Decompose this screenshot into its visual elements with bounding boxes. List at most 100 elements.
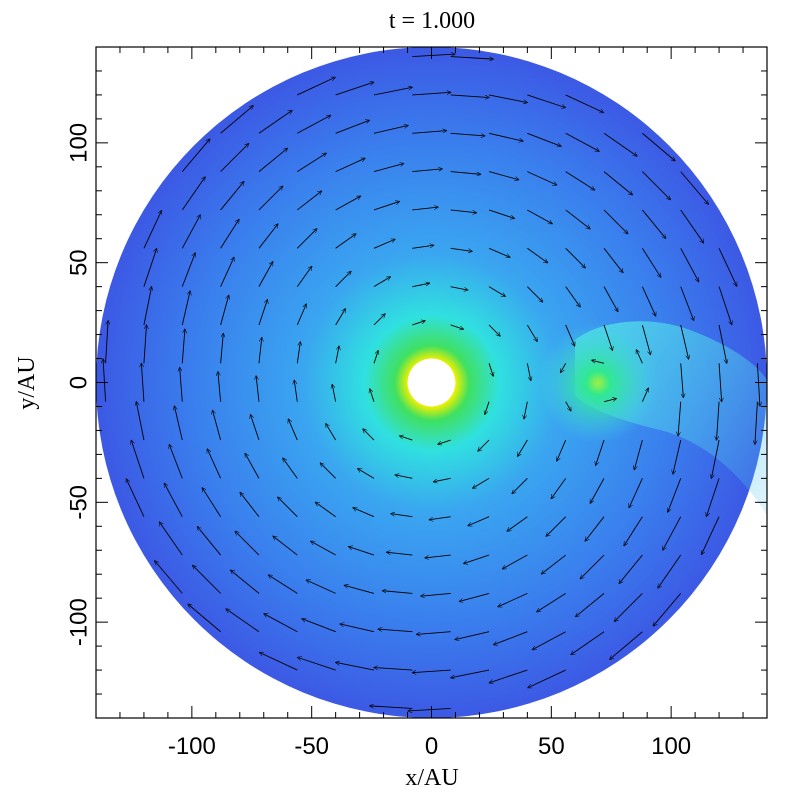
velocity-arrow — [357, 467, 375, 479]
velocity-vector-field — [103, 54, 760, 711]
y-axis-label: y/AU — [14, 356, 40, 409]
velocity-arrow — [680, 171, 709, 205]
velocity-arrow — [629, 478, 643, 508]
velocity-arrow — [706, 478, 720, 516]
velocity-arrow — [103, 359, 107, 402]
velocity-arrow — [565, 171, 595, 191]
velocity-arrow — [273, 536, 298, 556]
velocity-arrow — [636, 349, 643, 364]
velocity-arrow — [455, 631, 490, 640]
velocity-arrow — [536, 593, 566, 613]
velocity-arrow — [174, 406, 183, 441]
velocity-arrow — [603, 171, 633, 196]
velocity-arrow — [678, 401, 682, 437]
velocity-arrow — [297, 76, 335, 96]
velocity-arrow — [565, 247, 586, 268]
velocity-arrow — [212, 410, 222, 441]
velocity-arrow — [412, 245, 434, 249]
velocity-arrow — [340, 624, 375, 633]
velocity-arrow — [282, 458, 298, 479]
velocity-arrow — [220, 219, 240, 249]
velocity-arrow — [603, 132, 637, 157]
velocity-arrow — [528, 669, 566, 689]
velocity-arrow — [641, 388, 648, 402]
velocity-arrow — [181, 139, 210, 172]
velocity-arrow — [488, 171, 519, 180]
velocity-arrow — [657, 554, 682, 588]
velocity-arrow — [614, 593, 643, 621]
velocity-arrow — [288, 419, 298, 441]
velocity-arrow — [485, 401, 490, 415]
velocity-arrow — [527, 132, 561, 146]
x-tick-label: -50 — [294, 733, 329, 760]
velocity-arrow — [718, 248, 738, 286]
velocity-arrow — [125, 479, 145, 517]
velocity-arrow — [412, 54, 455, 58]
velocity-arrow — [220, 257, 235, 287]
x-tick-label: 100 — [651, 733, 691, 760]
velocity-arrow — [181, 177, 206, 211]
velocity-arrow — [642, 248, 662, 277]
velocity-arrow — [488, 324, 500, 336]
velocity-arrow — [488, 94, 528, 103]
velocity-arrow — [353, 508, 375, 518]
chart-title: t = 1.000 — [389, 8, 475, 34]
velocity-arrow — [335, 346, 340, 364]
velocity-arrow — [668, 478, 682, 512]
velocity-arrow — [335, 158, 366, 173]
velocity-arrow — [595, 439, 605, 466]
velocity-arrow — [641, 286, 656, 317]
velocity-arrow — [408, 707, 451, 711]
velocity-arrow — [662, 516, 682, 551]
velocity-arrow — [188, 604, 221, 633]
velocity-arrow — [416, 631, 451, 635]
velocity-arrow — [433, 477, 451, 482]
velocity-arrow — [603, 324, 613, 351]
velocity-arrow — [550, 478, 567, 499]
velocity-arrow — [532, 631, 566, 651]
velocity-arrow — [438, 439, 451, 444]
velocity-arrow — [335, 82, 374, 96]
velocity-arrow — [163, 483, 183, 517]
velocity-arrow — [258, 224, 278, 249]
velocity-arrow — [642, 132, 675, 161]
velocity-arrow — [201, 487, 221, 517]
velocity-arrow — [718, 324, 727, 364]
velocity-arrow — [680, 209, 705, 243]
velocity-arrow — [332, 384, 337, 402]
velocity-arrow — [498, 592, 528, 607]
velocity-arrow — [412, 207, 438, 211]
velocity-arrow — [335, 308, 347, 326]
inner-hole — [407, 358, 456, 407]
velocity-arrow — [641, 324, 650, 355]
velocity-arrow — [363, 429, 375, 441]
velocity-arrow — [131, 440, 145, 479]
velocity-arrow — [158, 522, 183, 556]
velocity-arrow — [450, 56, 494, 60]
velocity-arrow — [297, 152, 326, 172]
velocity-arrow — [386, 552, 413, 556]
velocity-arrow — [373, 125, 408, 134]
velocity-arrow — [382, 591, 413, 594]
velocity-arrow — [258, 299, 268, 326]
velocity-arrow — [412, 669, 451, 673]
velocity-arrow — [258, 109, 292, 134]
velocity-arrow — [297, 191, 322, 211]
velocity-arrow — [565, 324, 575, 346]
velocity-arrow — [244, 453, 260, 479]
velocity-arrow — [335, 271, 352, 287]
velocity-arrow — [642, 209, 666, 239]
velocity-arrow — [603, 248, 623, 273]
velocity-arrow — [603, 209, 628, 234]
velocity-arrow — [143, 286, 152, 326]
velocity-arrow — [268, 574, 298, 594]
velocity-arrow — [502, 554, 528, 570]
velocity-arrow — [335, 662, 375, 671]
velocity-arrow — [181, 253, 195, 287]
velocity-arrow — [154, 560, 183, 594]
velocity-arrow — [557, 439, 567, 461]
velocity-arrow — [459, 592, 490, 601]
velocity-arrow — [412, 169, 442, 173]
velocity-arrow — [565, 209, 591, 229]
velocity-arrow — [472, 477, 490, 489]
